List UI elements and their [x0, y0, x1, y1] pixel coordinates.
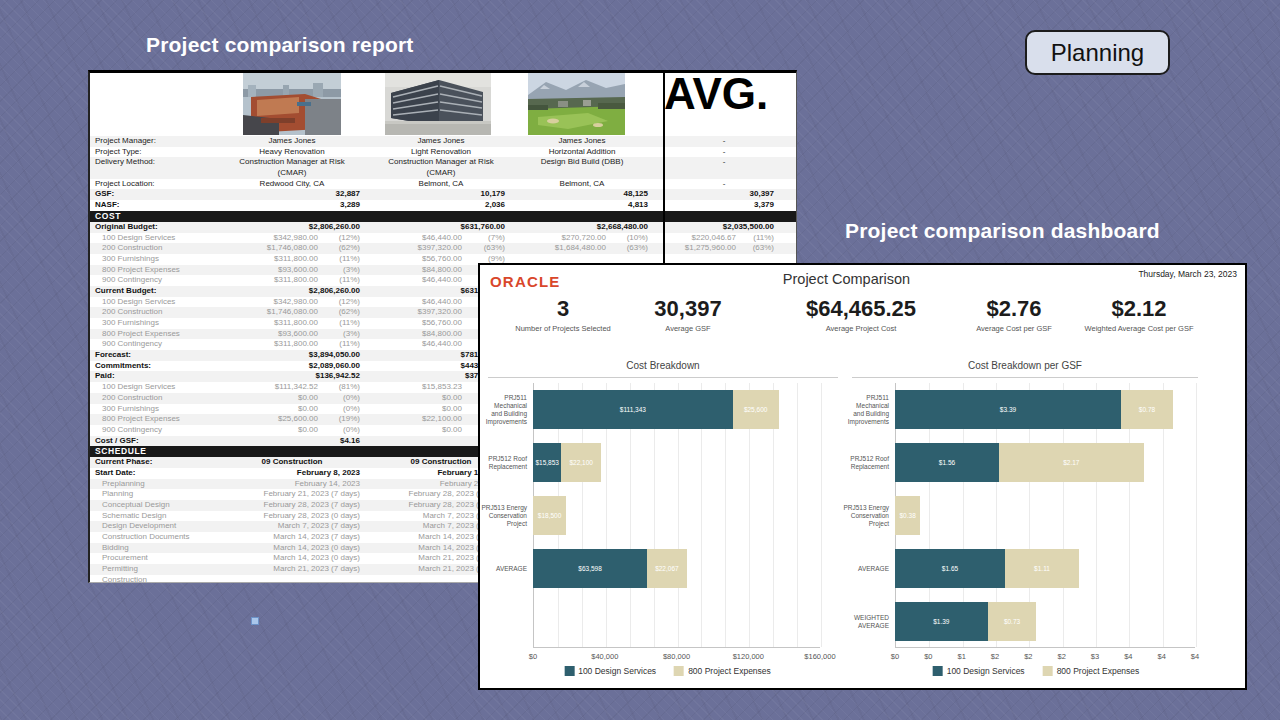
dashboard-date: Thursday, March 23, 2023	[1138, 269, 1237, 279]
kpi-label: Average GSF	[654, 324, 721, 333]
kpi-value: $2.76	[976, 296, 1052, 322]
avg-column-header: AVG.	[664, 73, 768, 115]
x-tick-label: $2	[1058, 652, 1066, 661]
chart-category-label: WEIGHTED AVERAGE	[814, 602, 889, 641]
kpi-4: $2.12 Weighted Average Cost per GSF	[1085, 296, 1194, 333]
project-photo-2	[385, 73, 491, 135]
bar-100: $111,343	[533, 390, 733, 429]
x-tick-label: $0	[924, 652, 932, 661]
x-tick-label: $120,000	[733, 652, 764, 661]
legend-label: 100 Design Services	[578, 666, 656, 676]
bar-800: $22,067	[647, 549, 687, 588]
legend-label: 100 Design Services	[947, 666, 1025, 676]
chart-title-rule	[488, 377, 838, 378]
chart-title: Cost Breakdown per GSF	[852, 360, 1198, 371]
legend-swatch	[1043, 666, 1053, 676]
gridline	[1196, 383, 1197, 647]
report-row: GSF:32,88710,17948,12530,397	[90, 189, 796, 200]
bar-100: $15,853	[533, 443, 561, 482]
chart-category-label: PRJ511 Mechanical and Building Improveme…	[814, 390, 889, 429]
project-comparison-dashboard: ORACLE Project Comparison Thursday, Marc…	[478, 263, 1247, 690]
bar-800: $0.78	[1121, 390, 1173, 429]
legend-swatch	[564, 666, 574, 676]
bar-800: $1.11	[1005, 549, 1079, 588]
bar-100: $63,598	[533, 549, 647, 588]
bar-800: $22,100	[561, 443, 601, 482]
kpi-1: 30,397 Average GSF	[654, 296, 721, 333]
project-photo-1	[243, 73, 341, 135]
dashboard-screenshot-caption: Project comparison dashboard	[845, 219, 1160, 243]
chart-title: Cost Breakdown	[488, 360, 838, 371]
chart-category-label: PRJ512 Roof Replacement	[452, 443, 527, 482]
x-tick-label: $2	[991, 652, 999, 661]
gridline	[797, 383, 798, 647]
bar-800: $0.73	[988, 602, 1037, 641]
x-tick-label: $3	[1091, 652, 1099, 661]
report-row: Project Manager:James JonesJames JonesJa…	[90, 136, 796, 147]
bar-100: $1.65	[895, 549, 1005, 588]
report-row: Project Type:Heavy RenovationLight Renov…	[90, 147, 796, 158]
x-tick-label: $4	[1124, 652, 1132, 661]
kpi-label: Average Cost per GSF	[976, 324, 1052, 333]
chart-legend: 100 Design Services 800 Project Expenses	[933, 666, 1158, 676]
slide-background: Project comparison report Planning Proje…	[0, 0, 1280, 720]
kpi-0: 3 Number of Projects Selected	[515, 296, 610, 333]
bar-800: $0.38	[895, 496, 920, 535]
chart-category-label: AVERAGE	[452, 549, 527, 588]
x-tick-label: $4	[1158, 652, 1166, 661]
kpi-label: Weighted Average Cost per GSF	[1085, 324, 1194, 333]
x-tick-label: $80,000	[663, 652, 690, 661]
legend-label: 800 Project Expenses	[1057, 666, 1140, 676]
report-row: Delivery Method:Construction Manager at …	[90, 157, 796, 178]
bar-100: $1.56	[895, 443, 999, 482]
x-tick-label: $0	[891, 652, 899, 661]
legend-label: 800 Project Expenses	[688, 666, 771, 676]
chart-category-label: PRJ513 Energy Conservation Project	[452, 496, 527, 535]
report-row: 100 Design Services$342,980.00(12%)$46,4…	[90, 233, 796, 244]
chart-legend: 100 Design Services 800 Project Expenses	[564, 666, 789, 676]
kpi-value: 3	[515, 296, 610, 322]
bar-100: $1.39	[895, 602, 988, 641]
x-tick-label: $160,000	[804, 652, 835, 661]
report-row: Project Location:Redwood City, CABelmont…	[90, 179, 796, 190]
legend-swatch	[674, 666, 684, 676]
legend-swatch	[933, 666, 943, 676]
x-tick-label: $4	[1191, 652, 1199, 661]
kpi-2: $64,465.25 Average Project Cost	[806, 296, 916, 333]
bar-800: $2.17	[999, 443, 1144, 482]
project-photo-3	[528, 73, 625, 135]
kpi-value: 30,397	[654, 296, 721, 322]
bar-800: $25,600	[733, 390, 779, 429]
planning-button[interactable]: Planning	[1025, 30, 1170, 75]
x-tick-label: $2	[1024, 652, 1032, 661]
dashboard-title: Project Comparison	[480, 271, 1213, 287]
chart-title-rule	[852, 377, 1198, 378]
chart-category-label: PRJ511 Mechanical and Building Improveme…	[452, 390, 527, 429]
report-screenshot-caption: Project comparison report	[146, 33, 414, 57]
kpi-value: $2.12	[1085, 296, 1194, 322]
chart-category-label: AVERAGE	[814, 549, 889, 588]
report-row: NASF:3,2892,0364,8133,379	[90, 200, 796, 211]
selection-handle-artifact	[251, 617, 259, 625]
kpi-label: Number of Projects Selected	[515, 324, 610, 333]
report-row: Original Budget:$2,806,260.00$631,760.00…	[90, 222, 796, 233]
report-row: 200 Construction$1,746,080.00(62%)$397,3…	[90, 243, 796, 254]
kpi-value: $64,465.25	[806, 296, 916, 322]
x-tick-label: $40,000	[591, 652, 618, 661]
x-tick-label: $0	[529, 652, 537, 661]
bar-100: $3.39	[895, 390, 1121, 429]
bar-800: $18,500	[533, 496, 566, 535]
kpi-label: Average Project Cost	[806, 324, 916, 333]
chart-category-label: PRJ513 Energy Conservation Project	[814, 496, 889, 535]
report-section-header: COST	[90, 211, 796, 222]
kpi-3: $2.76 Average Cost per GSF	[976, 296, 1052, 333]
chart-category-label: PRJ512 Roof Replacement	[814, 443, 889, 482]
x-tick-label: $1	[958, 652, 966, 661]
